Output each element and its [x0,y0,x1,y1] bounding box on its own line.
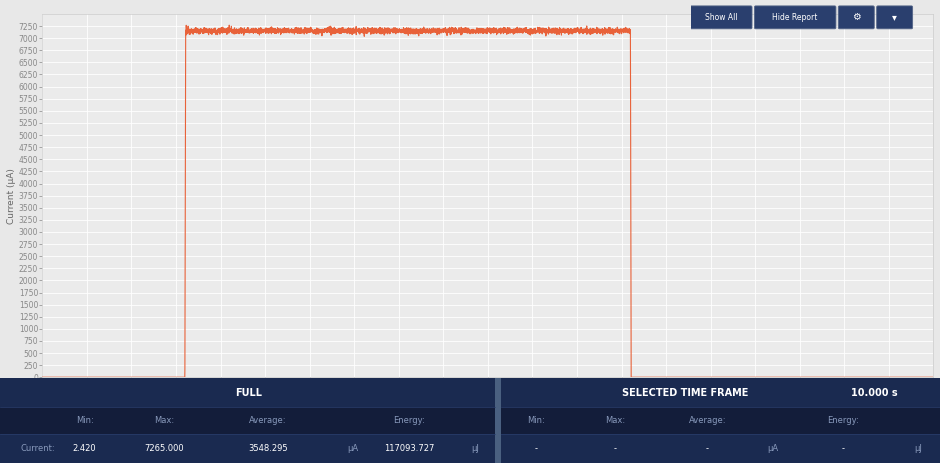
Text: µJ: µJ [471,444,478,453]
Text: Min:: Min: [76,416,93,425]
Y-axis label: Current (µA): Current (µA) [7,168,16,224]
FancyBboxPatch shape [755,6,836,29]
FancyBboxPatch shape [690,6,752,29]
Text: SELECTED TIME FRAME: SELECTED TIME FRAME [622,388,748,398]
Bar [501,378,940,407]
Text: Average:: Average: [689,416,726,425]
Text: 10.000 s: 10.000 s [851,388,898,398]
Text: ▾: ▾ [892,13,897,22]
FancyBboxPatch shape [838,6,874,29]
Text: 7265.000: 7265.000 [145,444,184,453]
Text: µJ: µJ [914,444,922,453]
Text: µA: µA [347,444,358,453]
Text: FULL: FULL [236,388,262,398]
Bar [0,407,495,434]
Bar [501,407,940,434]
Text: µA: µA [768,444,778,453]
Text: ⚙: ⚙ [852,13,861,22]
Text: -: - [614,444,617,453]
Text: Max:: Max: [605,416,625,425]
Text: 117093.727: 117093.727 [384,444,434,453]
Text: Show All: Show All [705,13,737,22]
Bar [0,434,495,463]
Text: -: - [842,444,845,453]
Text: Min:: Min: [527,416,545,425]
Text: Energy:: Energy: [393,416,425,425]
Text: Max:: Max: [154,416,175,425]
Bar [0,378,495,407]
FancyBboxPatch shape [877,6,913,29]
Text: -: - [706,444,709,453]
Text: Energy:: Energy: [827,416,859,425]
Text: Hide Report: Hide Report [773,13,818,22]
Text: Current:: Current: [21,444,55,453]
Bar [495,378,501,463]
X-axis label: Time (s): Time (s) [468,394,508,405]
Bar [501,434,940,463]
Text: 2.420: 2.420 [72,444,97,453]
Text: Average:: Average: [249,416,287,425]
Text: 3548.295: 3548.295 [248,444,288,453]
Text: -: - [535,444,538,453]
